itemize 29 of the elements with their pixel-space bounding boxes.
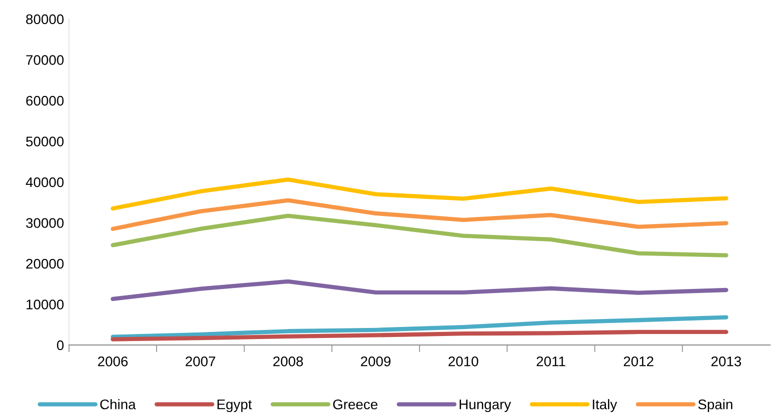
y-tick-label: 40000 xyxy=(26,177,64,188)
y-tick-label: 30000 xyxy=(26,218,64,228)
line-series xyxy=(110,198,728,231)
y-tick-label: 10000 xyxy=(26,300,64,310)
x-tick-label: 2008 xyxy=(273,356,303,366)
line-series xyxy=(110,315,728,339)
line-series xyxy=(110,177,728,211)
legend-label: China xyxy=(100,399,136,410)
y-tick-label: 20000 xyxy=(26,258,64,269)
x-tick-label: 2012 xyxy=(624,356,654,366)
legend-label: Greece xyxy=(333,399,378,410)
y-tick-label: 70000 xyxy=(26,55,64,65)
x-tick-label: 2010 xyxy=(448,356,478,366)
y-tick-label: 80000 xyxy=(26,14,64,24)
legend-label: Italy xyxy=(592,399,618,412)
line-series xyxy=(110,330,728,342)
x-tick-label: 2013 xyxy=(711,356,742,366)
line-series xyxy=(110,279,728,302)
legend-label: Spain xyxy=(698,399,732,412)
line-series xyxy=(110,214,728,258)
y-tick-label: 0 xyxy=(56,340,64,350)
legend-label: Egypt xyxy=(218,400,252,412)
x-tick-label: 2006 xyxy=(98,356,128,366)
x-tick-label: 2009 xyxy=(360,356,390,366)
y-tick-label: 50000 xyxy=(26,136,64,146)
x-tick-label: 2011 xyxy=(536,356,566,366)
x-tick-label: 2007 xyxy=(186,356,216,366)
legend-label: Hungary xyxy=(460,400,512,412)
y-tick-label: 60000 xyxy=(26,96,64,106)
